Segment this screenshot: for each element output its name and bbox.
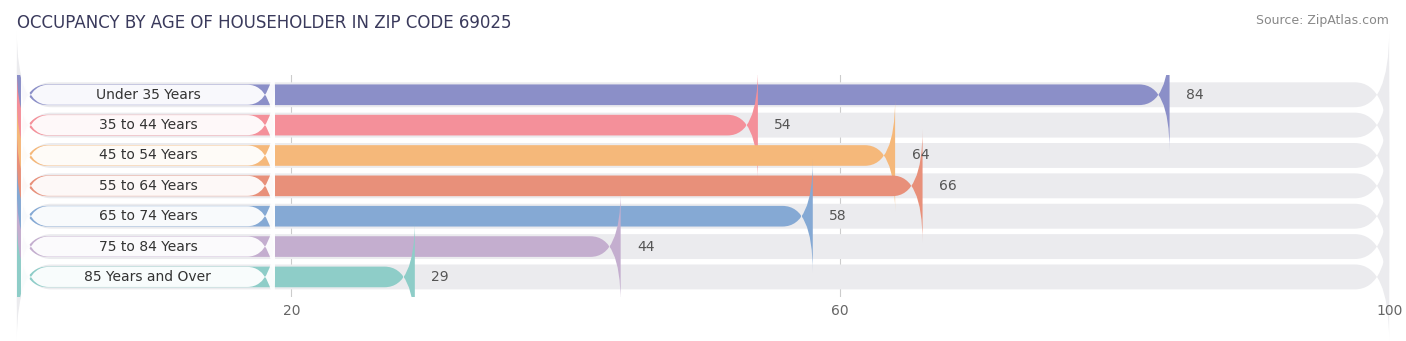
Text: 84: 84 xyxy=(1187,88,1204,102)
Text: 54: 54 xyxy=(775,118,792,132)
Text: 55 to 64 Years: 55 to 64 Years xyxy=(98,179,197,193)
FancyBboxPatch shape xyxy=(21,165,274,267)
FancyBboxPatch shape xyxy=(17,122,1389,249)
FancyBboxPatch shape xyxy=(17,69,758,182)
Text: 85 Years and Over: 85 Years and Over xyxy=(84,270,211,284)
FancyBboxPatch shape xyxy=(17,183,1389,310)
Text: 66: 66 xyxy=(939,179,956,193)
Text: 75 to 84 Years: 75 to 84 Years xyxy=(98,240,197,254)
FancyBboxPatch shape xyxy=(17,190,620,303)
FancyBboxPatch shape xyxy=(17,31,1389,158)
Text: Source: ZipAtlas.com: Source: ZipAtlas.com xyxy=(1256,14,1389,27)
FancyBboxPatch shape xyxy=(21,135,274,237)
FancyBboxPatch shape xyxy=(17,38,1170,151)
FancyBboxPatch shape xyxy=(17,160,813,273)
FancyBboxPatch shape xyxy=(17,153,1389,280)
Text: 44: 44 xyxy=(637,240,655,254)
FancyBboxPatch shape xyxy=(17,213,1389,340)
FancyBboxPatch shape xyxy=(17,92,1389,219)
Text: 35 to 44 Years: 35 to 44 Years xyxy=(98,118,197,132)
FancyBboxPatch shape xyxy=(21,74,274,176)
Text: 29: 29 xyxy=(432,270,449,284)
Text: OCCUPANCY BY AGE OF HOUSEHOLDER IN ZIP CODE 69025: OCCUPANCY BY AGE OF HOUSEHOLDER IN ZIP C… xyxy=(17,14,512,32)
FancyBboxPatch shape xyxy=(21,105,274,206)
Text: 45 to 54 Years: 45 to 54 Years xyxy=(98,148,197,162)
FancyBboxPatch shape xyxy=(21,226,274,328)
FancyBboxPatch shape xyxy=(17,221,415,333)
FancyBboxPatch shape xyxy=(17,129,922,242)
FancyBboxPatch shape xyxy=(17,62,1389,189)
FancyBboxPatch shape xyxy=(21,196,274,297)
FancyBboxPatch shape xyxy=(17,99,896,212)
Text: Under 35 Years: Under 35 Years xyxy=(96,88,200,102)
FancyBboxPatch shape xyxy=(21,44,274,146)
Text: 64: 64 xyxy=(911,148,929,162)
Text: 58: 58 xyxy=(830,209,846,223)
Text: 65 to 74 Years: 65 to 74 Years xyxy=(98,209,197,223)
